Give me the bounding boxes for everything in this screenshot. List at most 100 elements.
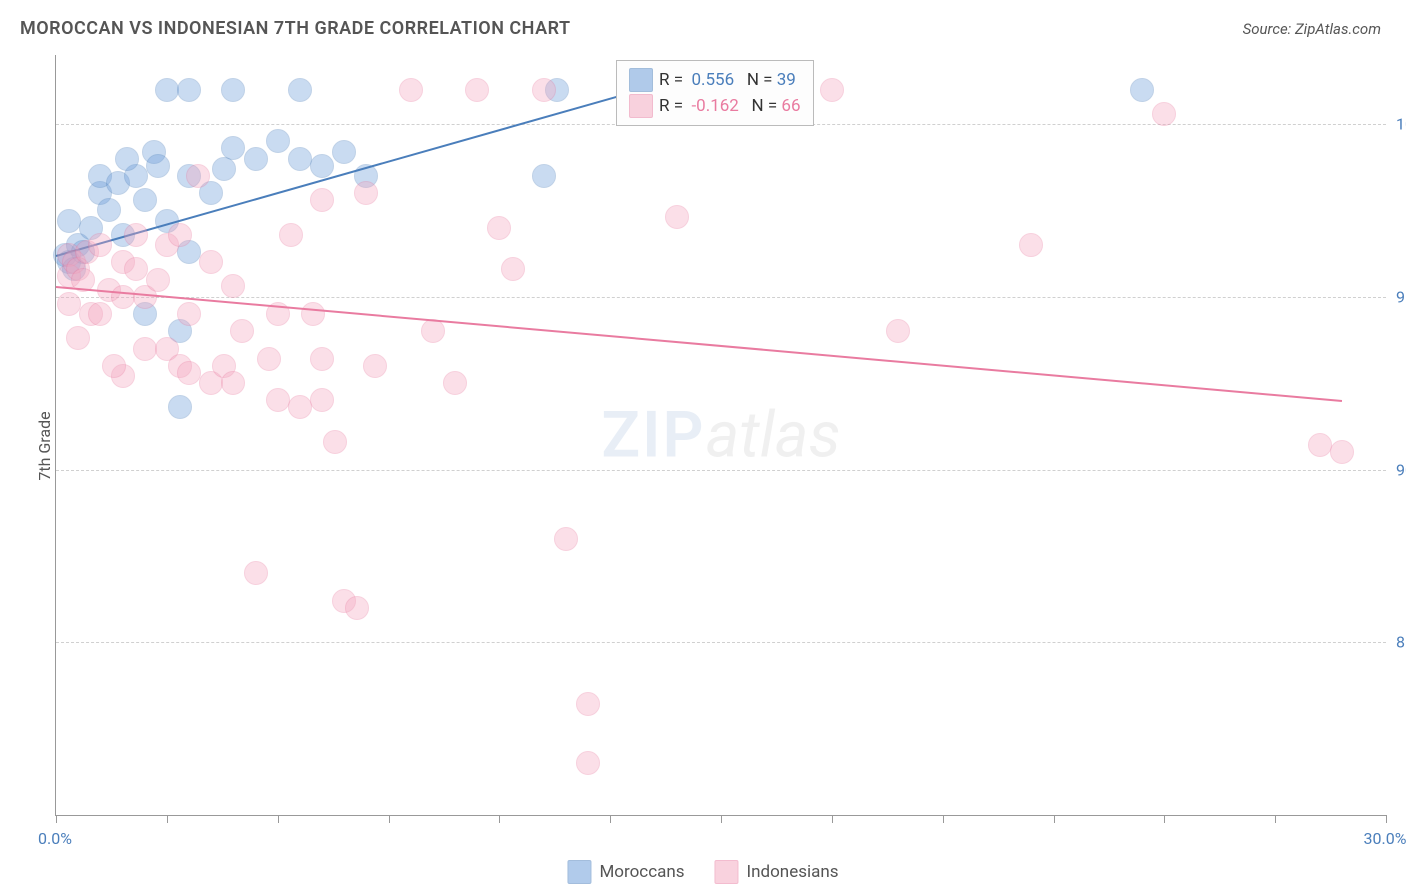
data-point bbox=[443, 371, 467, 395]
x-tick bbox=[56, 815, 57, 823]
data-point bbox=[1019, 233, 1043, 257]
data-point bbox=[1130, 78, 1154, 102]
data-point bbox=[576, 692, 600, 716]
data-point bbox=[155, 78, 179, 102]
x-tick bbox=[1386, 815, 1387, 823]
data-point bbox=[1308, 433, 1332, 457]
data-point bbox=[146, 154, 170, 178]
data-point bbox=[88, 302, 112, 326]
stats-row: R = -0.162 N = 66 bbox=[629, 93, 801, 119]
data-point bbox=[221, 371, 245, 395]
x-tick bbox=[1164, 815, 1165, 823]
legend-item-indonesians: Indonesians bbox=[715, 860, 839, 884]
data-point bbox=[221, 78, 245, 102]
x-tick bbox=[721, 815, 722, 823]
data-point bbox=[111, 285, 135, 309]
x-tick bbox=[499, 815, 500, 823]
chart-title: MOROCCAN VS INDONESIAN 7TH GRADE CORRELA… bbox=[20, 18, 571, 39]
r-label: R = 0.556 N = 39 bbox=[659, 70, 796, 90]
data-point bbox=[133, 337, 157, 361]
data-point bbox=[124, 223, 148, 247]
data-point bbox=[230, 319, 254, 343]
data-point bbox=[345, 596, 369, 620]
data-point bbox=[88, 233, 112, 257]
gridline bbox=[56, 470, 1386, 471]
data-point bbox=[665, 205, 689, 229]
data-point bbox=[177, 78, 201, 102]
x-tick bbox=[278, 815, 279, 823]
data-point bbox=[168, 223, 192, 247]
data-point bbox=[820, 78, 844, 102]
data-point bbox=[57, 209, 81, 233]
data-point bbox=[301, 302, 325, 326]
y-tick-label: 95.0% bbox=[1396, 287, 1406, 306]
gridline bbox=[56, 297, 1386, 298]
y-tick-label: 85.0% bbox=[1396, 633, 1406, 652]
stats-row: R = 0.556 N = 39 bbox=[629, 67, 801, 93]
data-point bbox=[212, 157, 236, 181]
data-point bbox=[221, 136, 245, 160]
bottom-legend: Moroccans Indonesians bbox=[567, 860, 838, 884]
data-point bbox=[288, 395, 312, 419]
data-point bbox=[886, 319, 910, 343]
data-point bbox=[399, 78, 423, 102]
legend-label: Moroccans bbox=[599, 862, 684, 882]
data-point bbox=[310, 388, 334, 412]
data-point bbox=[421, 319, 445, 343]
data-point bbox=[186, 164, 210, 188]
swatch-icon bbox=[715, 860, 739, 884]
chart-container: MOROCCAN VS INDONESIAN 7TH GRADE CORRELA… bbox=[0, 0, 1406, 892]
swatch-icon bbox=[567, 860, 591, 884]
r-label: R = -0.162 N = 66 bbox=[659, 96, 801, 116]
data-point bbox=[279, 223, 303, 247]
gridline bbox=[56, 642, 1386, 643]
data-point bbox=[532, 164, 556, 188]
legend-item-moroccans: Moroccans bbox=[567, 860, 684, 884]
data-point bbox=[310, 154, 334, 178]
y-tick-label: 100.0% bbox=[1396, 115, 1406, 134]
data-point bbox=[363, 354, 387, 378]
data-point bbox=[244, 561, 268, 585]
data-point bbox=[221, 274, 245, 298]
data-point bbox=[124, 257, 148, 281]
swatch-icon bbox=[629, 94, 653, 118]
data-point bbox=[532, 78, 556, 102]
y-tick-label: 90.0% bbox=[1396, 460, 1406, 479]
data-point bbox=[57, 292, 81, 316]
data-point bbox=[1152, 102, 1176, 126]
x-tick-label: 30.0% bbox=[1364, 829, 1406, 848]
data-point bbox=[354, 181, 378, 205]
x-tick bbox=[610, 815, 611, 823]
x-tick bbox=[389, 815, 390, 823]
data-point bbox=[1330, 440, 1354, 464]
data-point bbox=[102, 354, 126, 378]
data-point bbox=[310, 188, 334, 212]
data-point bbox=[554, 527, 578, 551]
data-point bbox=[244, 147, 268, 171]
data-point bbox=[115, 147, 139, 171]
data-point bbox=[266, 388, 290, 412]
x-tick bbox=[832, 815, 833, 823]
data-point bbox=[177, 361, 201, 385]
data-point bbox=[168, 395, 192, 419]
legend-label: Indonesians bbox=[747, 862, 839, 882]
data-point bbox=[323, 430, 347, 454]
data-point bbox=[501, 257, 525, 281]
data-point bbox=[257, 347, 281, 371]
data-point bbox=[177, 302, 201, 326]
watermark: ZIPatlas bbox=[601, 398, 840, 473]
swatch-icon bbox=[629, 68, 653, 92]
x-tick-label: 0.0% bbox=[38, 829, 72, 848]
data-point bbox=[266, 129, 290, 153]
data-point bbox=[332, 140, 356, 164]
data-point bbox=[288, 78, 312, 102]
data-point bbox=[465, 78, 489, 102]
x-tick bbox=[1275, 815, 1276, 823]
y-axis-label: 7th Grade bbox=[35, 411, 54, 480]
x-tick bbox=[1054, 815, 1055, 823]
x-tick bbox=[943, 815, 944, 823]
data-point bbox=[487, 216, 511, 240]
data-point bbox=[97, 198, 121, 222]
data-point bbox=[66, 326, 90, 350]
data-point bbox=[133, 188, 157, 212]
